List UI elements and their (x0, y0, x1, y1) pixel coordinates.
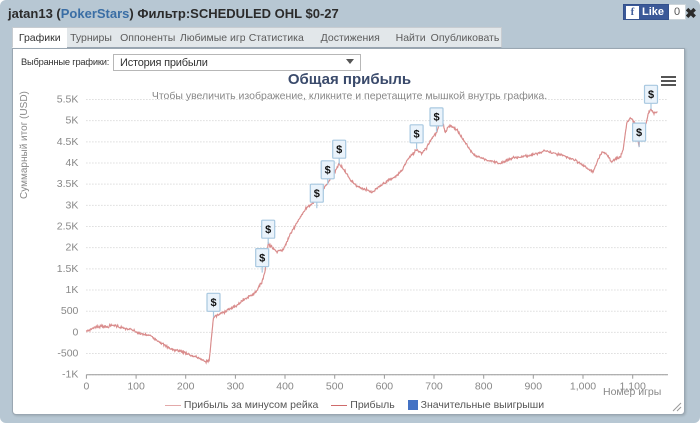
svg-text:300: 300 (227, 381, 245, 393)
svg-text:200: 200 (177, 381, 195, 393)
svg-text:500: 500 (326, 381, 344, 393)
svg-text:-500: -500 (57, 348, 78, 360)
svg-text:0: 0 (73, 326, 79, 338)
svg-text:800: 800 (475, 381, 493, 393)
svg-text:900: 900 (525, 381, 543, 393)
svg-text:500: 500 (61, 305, 79, 317)
svg-text:1,000: 1,000 (570, 381, 596, 393)
svg-text:$: $ (648, 89, 654, 101)
svg-text:4.5K: 4.5K (57, 136, 79, 148)
svg-text:600: 600 (376, 381, 394, 393)
svg-text:$: $ (433, 112, 439, 124)
svg-text:1.5K: 1.5K (57, 263, 79, 275)
svg-text:4K: 4K (66, 157, 79, 169)
svg-text:$: $ (414, 129, 420, 141)
svg-text:$: $ (259, 252, 265, 264)
svg-text:$: $ (265, 224, 271, 236)
svg-text:1,100: 1,100 (620, 381, 646, 393)
svg-text:2.5K: 2.5K (57, 221, 79, 233)
svg-text:400: 400 (276, 381, 294, 393)
svg-text:2K: 2K (66, 242, 79, 254)
svg-text:$: $ (636, 127, 642, 139)
svg-text:3K: 3K (66, 199, 79, 211)
svg-text:$: $ (336, 144, 342, 156)
svg-text:1K: 1K (66, 284, 79, 296)
svg-text:$: $ (314, 188, 320, 200)
svg-text:-1K: -1K (62, 369, 78, 381)
svg-text:700: 700 (425, 381, 443, 393)
svg-text:$: $ (325, 165, 331, 177)
svg-text:3.5K: 3.5K (57, 178, 79, 190)
svg-text:100: 100 (127, 381, 145, 393)
svg-text:5K: 5K (66, 115, 79, 127)
svg-text:5.5K: 5.5K (57, 94, 79, 106)
svg-text:0: 0 (83, 381, 89, 393)
svg-text:$: $ (210, 297, 216, 309)
